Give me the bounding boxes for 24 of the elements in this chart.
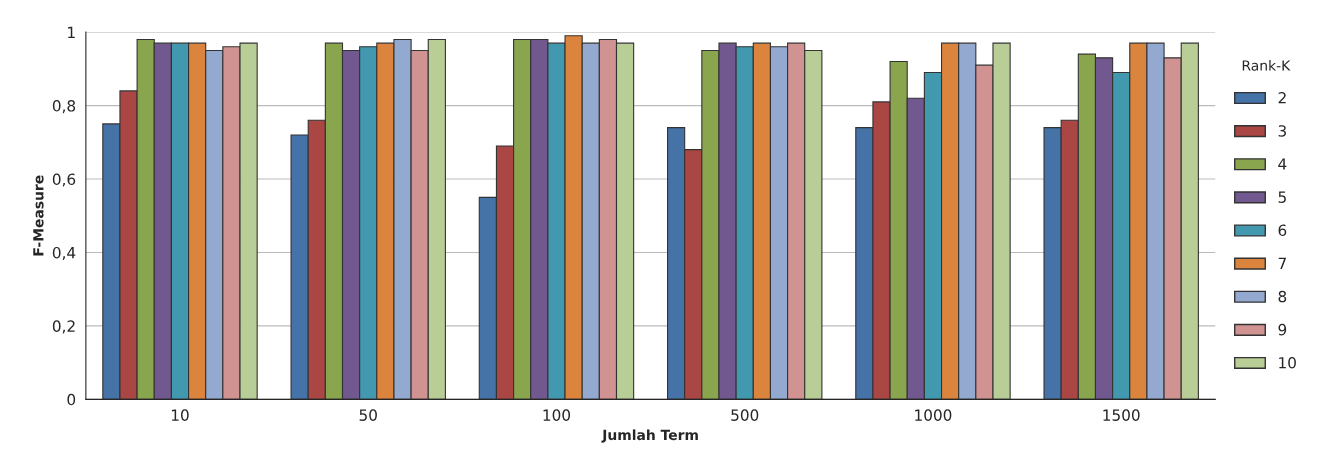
legend-label: 10 <box>1279 356 1296 369</box>
y-tick-label: 1 <box>68 26 75 38</box>
y-tick-label: 0,2 <box>52 320 75 334</box>
x-tick-label: 1500 <box>1103 409 1140 421</box>
legend-label: 8 <box>1278 290 1287 303</box>
legend-label: 4 <box>1278 158 1287 170</box>
x-tick-label: 50 <box>359 409 377 421</box>
x-tick-label: 500 <box>731 409 759 421</box>
legend-label: 6 <box>1278 224 1287 237</box>
legend-title: Rank-K <box>1242 59 1291 71</box>
legend-label: 2 <box>1278 92 1286 104</box>
x-tick-label: 10 <box>171 409 189 421</box>
legend-label: 5 <box>1278 191 1286 203</box>
x-tick-label: 100 <box>543 409 571 421</box>
y-axis-title: F-Measure <box>33 175 44 256</box>
y-tick-label: 0,4 <box>52 246 76 261</box>
y-tick-label: 0,8 <box>52 100 76 114</box>
legend-label: 7 <box>1278 257 1286 269</box>
x-axis-title: Jumlah Term <box>601 429 698 443</box>
y-tick-label: 0 <box>67 393 76 406</box>
legend-label: 9 <box>1278 323 1287 336</box>
x-tick-label: 1000 <box>915 409 952 421</box>
y-tick-label: 0,6 <box>52 173 76 187</box>
legend-label: 3 <box>1278 125 1286 137</box>
